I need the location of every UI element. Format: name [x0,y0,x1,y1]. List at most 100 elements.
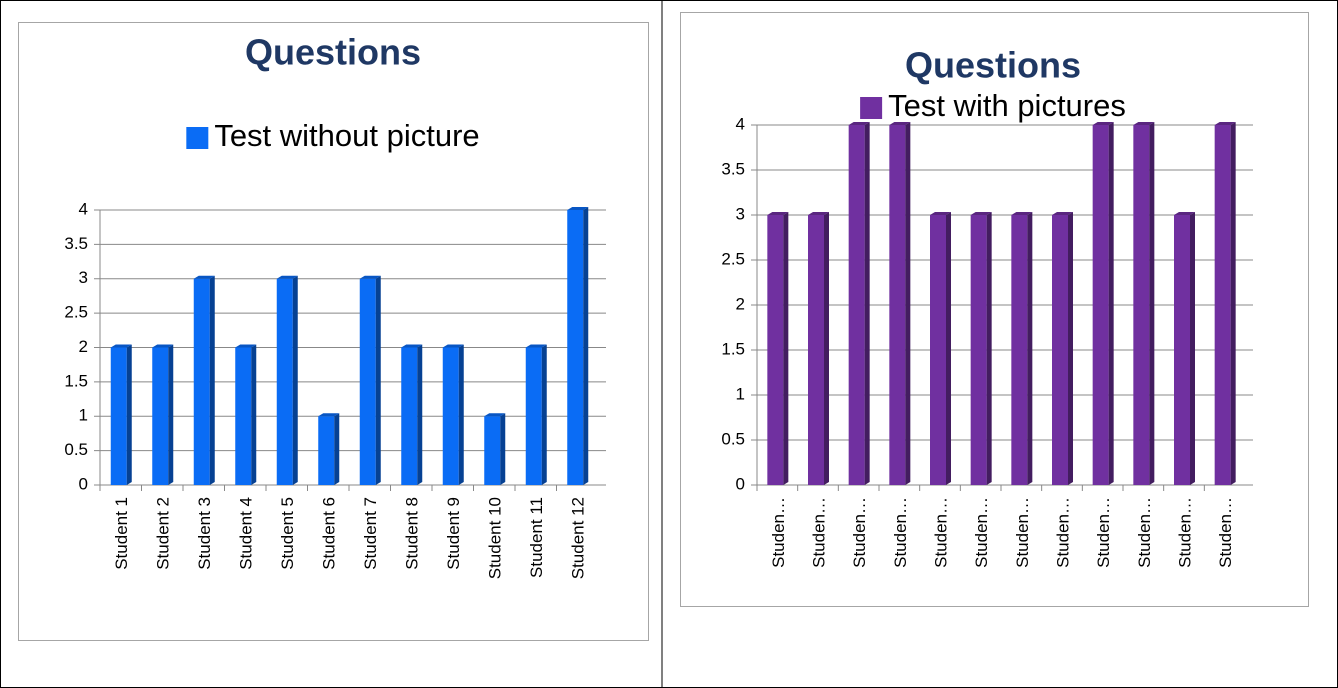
x-tick-label: Student 11 [527,497,546,578]
bar-side [292,275,298,485]
bar-side [1108,122,1114,485]
y-tick-label: 0.5 [721,429,745,448]
x-tick-label: Student 4 [237,497,256,570]
bar-side [986,212,992,485]
bar-top [110,344,132,348]
bar-side [541,344,547,485]
bar [970,215,987,485]
bar [848,125,865,485]
bar-side [864,122,870,485]
y-tick-label: 3 [79,268,88,287]
legend-label: Test with pictures [888,88,1126,123]
y-tick-label: 1.5 [64,371,88,390]
x-tick-label: Student 8 [403,497,422,570]
y-tick-label: 4 [79,199,88,218]
x-tick-label: Studen… [1135,497,1154,568]
bar-top [484,413,506,417]
bar [235,347,252,485]
bar-side [905,122,911,485]
bar-top [193,275,215,279]
bar [767,215,784,485]
bar-side [1190,212,1195,485]
bar-side [251,344,257,485]
bar-top [1092,122,1114,125]
bar-top [808,212,829,215]
x-tick-label: Student 12 [569,497,588,579]
y-tick-label: 2.5 [64,303,88,322]
x-tick-label: Student 3 [195,497,214,570]
legend-swatch [186,127,209,149]
y-tick-label: 0 [79,474,88,493]
bar-top [235,344,257,348]
y-tick-label: 3.5 [64,234,88,253]
bar-top [318,413,340,417]
x-tick-label: Student 6 [320,497,339,570]
bar-top [276,275,298,279]
bar [1174,215,1190,485]
bar [1011,215,1028,485]
x-tick-label: Studen… [769,497,788,568]
x-tick-label: Studen… [850,497,869,568]
bar [359,278,376,485]
bar [1214,125,1231,485]
bar-top [970,212,992,215]
x-tick-label: Student 5 [278,497,297,570]
bar-side [458,344,464,485]
bar-side [1230,122,1236,485]
bar [318,416,335,485]
bar [442,347,459,485]
bar-side [583,207,589,485]
y-tick-label: 0 [736,474,745,493]
chart-title: Questions [905,45,1081,86]
bar-top [1052,212,1073,215]
bar-side [1068,212,1073,485]
bar-side [500,413,506,485]
y-tick-label: 2.5 [721,249,745,268]
y-tick-label: 1 [79,406,88,425]
x-tick-label: Student 10 [486,497,505,579]
chart-title: Questions [245,32,421,73]
bar [484,416,501,485]
x-tick-label: Studen… [809,497,828,568]
bar-top [525,344,547,348]
x-tick-label: Student 7 [361,497,380,570]
y-tick-label: 1 [736,384,745,403]
bar [276,278,293,485]
x-tick-label: Student 2 [154,497,173,570]
legend-swatch [860,97,883,119]
x-tick-label: Studen… [972,497,991,568]
bar [808,215,824,485]
bar [567,210,584,485]
x-tick-label: Studen… [931,497,950,568]
y-tick-label: 1.5 [721,339,745,358]
bar [193,278,210,485]
x-tick-label: Studen… [1216,497,1235,568]
x-tick-label: Studen… [1175,497,1194,568]
bar-top [567,207,589,210]
x-tick-label: Studen… [1053,497,1072,568]
x-tick-label: Student 1 [112,497,131,570]
bar-side [126,344,132,485]
bar-top [767,212,789,215]
bar-side [168,344,174,485]
y-tick-label: 2 [79,337,88,356]
y-tick-label: 0.5 [64,440,88,459]
bar [1133,125,1150,485]
bar [401,347,418,485]
bar-top [1174,212,1195,215]
bar-side [824,212,829,485]
x-tick-label: Studen… [1013,497,1032,568]
bar-side [783,212,789,485]
bar-side [209,275,215,485]
bar [152,347,169,485]
bar [110,347,127,485]
bar-top [848,122,870,125]
legend-label: Test without picture [214,118,479,153]
x-tick-label: Studen… [891,497,910,568]
x-tick-label: Studen… [1094,497,1113,568]
bar-top [930,212,951,215]
chart-frame [18,22,649,641]
bar-side [375,275,381,485]
bar-top [442,344,464,348]
